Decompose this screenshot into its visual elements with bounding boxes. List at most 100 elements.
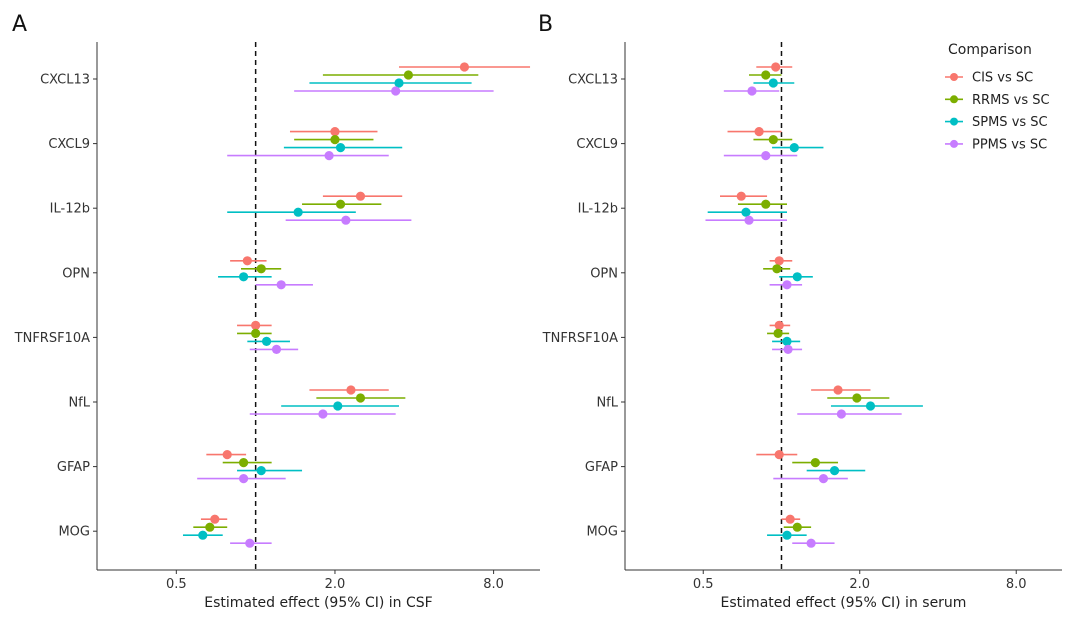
estimate-point <box>768 135 778 145</box>
estimate-point <box>293 207 303 217</box>
estimate-point <box>391 86 401 96</box>
legend-label: RRMS vs SC <box>972 93 1050 108</box>
estimate-point <box>330 135 340 145</box>
category-label: CXCL13 <box>568 73 618 88</box>
estimate-point <box>394 78 404 88</box>
estimate-point <box>341 215 351 225</box>
x-tick-label: 0.5 <box>166 577 187 592</box>
estimate-point <box>771 62 781 72</box>
estimate-point <box>747 86 757 96</box>
estimate-point <box>346 385 356 395</box>
estimate-point <box>245 538 255 548</box>
x-axis-title: Estimated effect (95% CI) in CSF <box>204 595 432 611</box>
legend-key-point <box>950 73 958 81</box>
category-label: CXCL9 <box>48 137 90 152</box>
chart-panel-b: B CXCL13 CXCL9 IL-12b OPN TNFRSF10A NfL GFAP MOG… <box>538 12 1062 611</box>
category-label: TNFRSF10A <box>542 331 618 346</box>
estimate-point <box>772 264 782 274</box>
estimate-point <box>741 207 751 217</box>
legend-label: SPMS vs SC <box>972 115 1048 130</box>
estimate-point <box>403 70 414 80</box>
legend-label: PPMS vs SC <box>972 137 1047 152</box>
category-label: GFAP <box>57 460 90 475</box>
legend-key-point <box>950 139 958 148</box>
estimate-point <box>333 401 343 411</box>
series-spms-vs-sc <box>182 78 472 540</box>
category-label: NfL <box>596 396 618 411</box>
estimate-point <box>271 344 282 354</box>
estimate-point <box>242 256 252 266</box>
estimate-point <box>261 336 272 346</box>
estimate-point <box>256 264 266 274</box>
estimate-point <box>783 344 793 354</box>
estimate-point <box>810 458 820 468</box>
estimate-point <box>782 280 792 290</box>
estimate-point <box>833 385 843 395</box>
category-label: CXCL9 <box>576 137 618 152</box>
estimate-point <box>754 127 764 137</box>
estimate-point <box>355 191 366 201</box>
category-label: NfL <box>68 396 90 411</box>
x-tick-label: 2.0 <box>325 577 346 592</box>
estimate-point <box>774 450 784 460</box>
x-tick-label: 8.0 <box>483 577 504 592</box>
category-label: OPN <box>590 266 618 281</box>
estimate-point <box>335 199 346 209</box>
estimate-point <box>768 78 778 88</box>
x-tick-label: 2.0 <box>849 577 870 592</box>
estimate-point <box>818 474 829 484</box>
series-ppms-vs-sc <box>705 86 902 548</box>
estimate-point <box>773 328 783 338</box>
estimate-point <box>792 522 802 532</box>
estimate-point <box>222 450 232 460</box>
category-label: IL-12b <box>578 202 618 217</box>
estimate-point <box>761 70 771 80</box>
x-axis-title: Estimated effect (95% CI) in serum <box>721 595 967 611</box>
series-spms-vs-sc <box>707 78 923 540</box>
estimate-point <box>806 538 816 548</box>
category-label: GFAP <box>585 460 618 475</box>
estimate-point <box>355 393 366 403</box>
estimate-point <box>238 272 249 282</box>
x-tick-label: 8.0 <box>1006 577 1027 592</box>
estimate-point <box>782 530 792 540</box>
category-label: OPN <box>62 266 90 281</box>
estimate-point <box>792 272 802 282</box>
estimate-point <box>836 409 846 419</box>
estimate-point <box>276 280 286 290</box>
category-label: CXCL13 <box>40 73 90 88</box>
legend-key-point <box>950 117 958 126</box>
estimate-point <box>736 191 746 201</box>
estimate-point <box>782 336 792 346</box>
estimate-point <box>761 151 771 161</box>
category-label: IL-12b <box>50 202 90 217</box>
estimate-point <box>829 466 840 476</box>
series-cis-vs-sc <box>200 62 531 524</box>
estimate-point <box>865 401 876 411</box>
estimate-point <box>210 514 220 524</box>
estimate-point <box>335 143 346 153</box>
legend: Comparison CIS vs SC RRMS vs SC SPMS vs SC P… <box>945 42 1050 152</box>
estimate-point <box>238 458 249 468</box>
estimate-point <box>459 62 470 72</box>
estimate-point <box>256 466 266 476</box>
estimate-point <box>761 199 771 209</box>
estimate-point <box>774 320 784 330</box>
series-rrms-vs-sc <box>193 70 479 532</box>
series-ppms-vs-sc <box>197 86 494 548</box>
estimate-point <box>789 143 799 153</box>
estimate-point <box>251 320 261 330</box>
estimate-point <box>198 530 208 540</box>
legend-label: CIS vs SC <box>972 71 1033 86</box>
category-label: TNFRSF10A <box>14 331 90 346</box>
legend-key-point <box>950 95 958 104</box>
legend-title: Comparison <box>948 42 1032 58</box>
estimate-point <box>785 514 795 524</box>
estimate-point <box>324 151 334 161</box>
estimate-point <box>774 256 784 266</box>
estimate-point <box>238 474 249 484</box>
panel-letter: A <box>12 12 27 37</box>
panel-letter: B <box>538 12 553 37</box>
